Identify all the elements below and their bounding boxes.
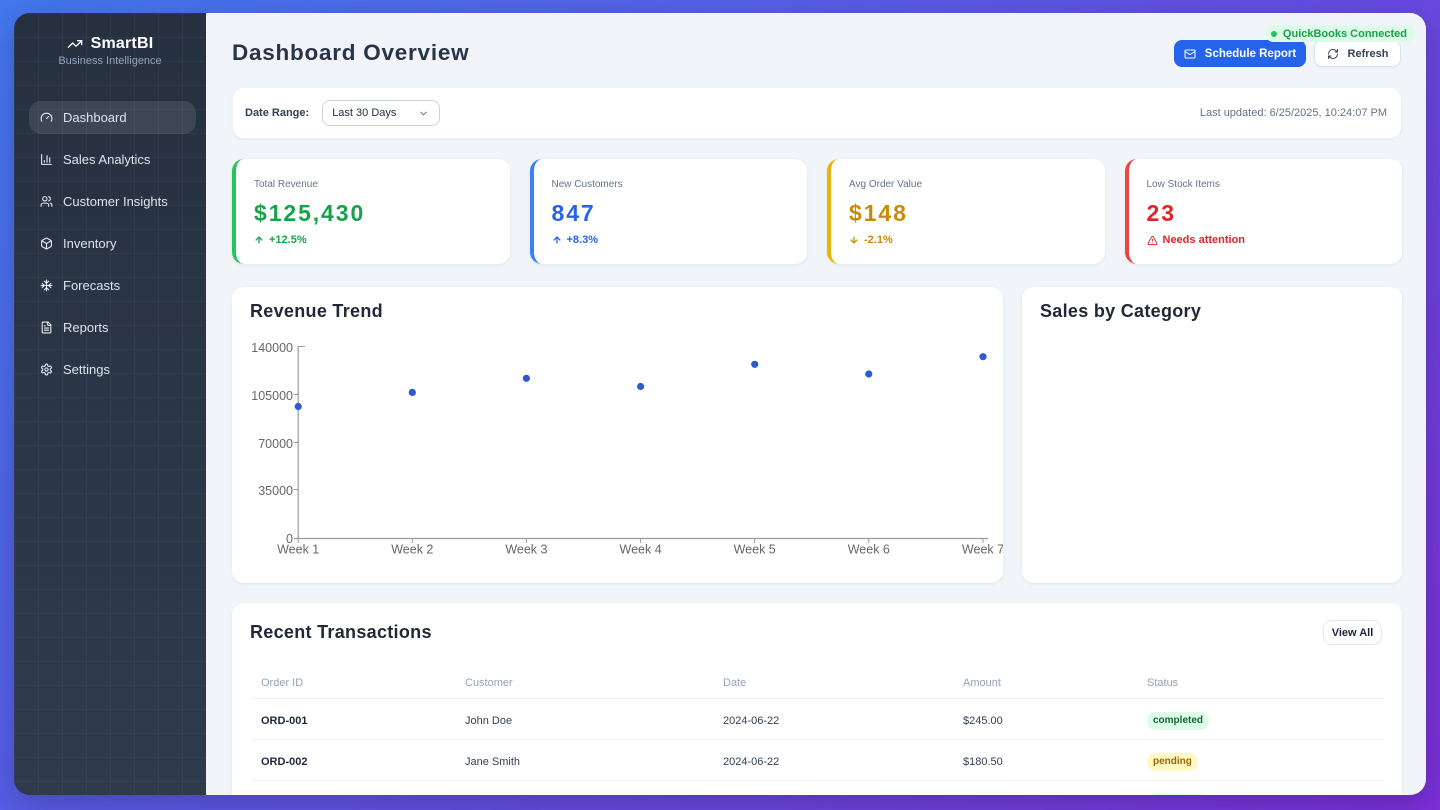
svg-text:35000: 35000 — [258, 484, 293, 498]
svg-text:Week 4: Week 4 — [620, 543, 662, 557]
svg-text:Week 3: Week 3 — [505, 543, 547, 557]
svg-text:105000: 105000 — [251, 389, 293, 403]
svg-text:70000: 70000 — [258, 437, 293, 451]
svg-text:0: 0 — [286, 532, 293, 546]
svg-text:Week 6: Week 6 — [848, 543, 890, 557]
svg-text:Week 1: Week 1 — [277, 543, 319, 557]
svg-text:Week 7: Week 7 — [962, 543, 1003, 557]
svg-text:Week 5: Week 5 — [734, 543, 776, 557]
svg-text:Week 2: Week 2 — [391, 543, 433, 557]
svg-text:140000: 140000 — [251, 341, 293, 355]
